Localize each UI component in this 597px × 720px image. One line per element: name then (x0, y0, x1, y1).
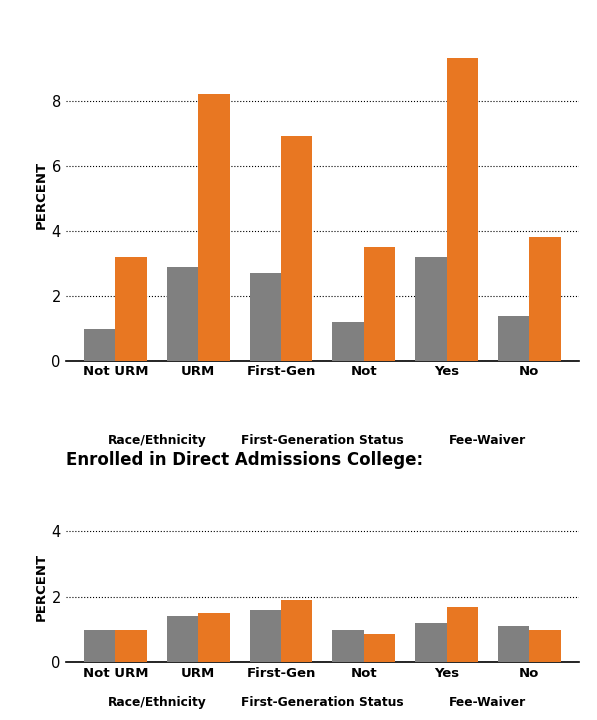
Bar (250, 274, 281, 361)
Text: Race/Ethnicity: Race/Ethnicity (107, 434, 206, 447)
Bar (415, 623, 447, 662)
Bar (333, 322, 364, 361)
Y-axis label: PERCENT: PERCENT (34, 161, 47, 229)
Text: First-Generation Status: First-Generation Status (241, 696, 404, 708)
Bar (167, 616, 198, 662)
Bar (447, 606, 478, 662)
Bar (415, 257, 447, 361)
Bar (115, 257, 147, 361)
Bar (84, 329, 115, 361)
Bar (167, 267, 198, 361)
Bar (281, 600, 312, 662)
Bar (84, 629, 115, 662)
Text: Fee-Waiver: Fee-Waiver (450, 696, 527, 708)
Bar (115, 629, 147, 662)
Bar (198, 613, 230, 662)
Text: Race/Ethnicity: Race/Ethnicity (107, 696, 206, 708)
Bar (364, 634, 395, 662)
Bar (530, 629, 561, 662)
Text: Enrolled in Direct Admissions College:: Enrolled in Direct Admissions College: (66, 451, 423, 469)
Y-axis label: PERCENT: PERCENT (34, 553, 47, 621)
Bar (250, 610, 281, 662)
Bar (281, 136, 312, 361)
Text: Fee-Waiver: Fee-Waiver (450, 434, 527, 447)
Bar (364, 247, 395, 361)
Bar (498, 626, 530, 662)
Bar (530, 238, 561, 361)
Bar (198, 94, 230, 361)
Bar (447, 58, 478, 361)
Text: First-Generation Status: First-Generation Status (241, 434, 404, 447)
Bar (498, 315, 530, 361)
Bar (333, 629, 364, 662)
